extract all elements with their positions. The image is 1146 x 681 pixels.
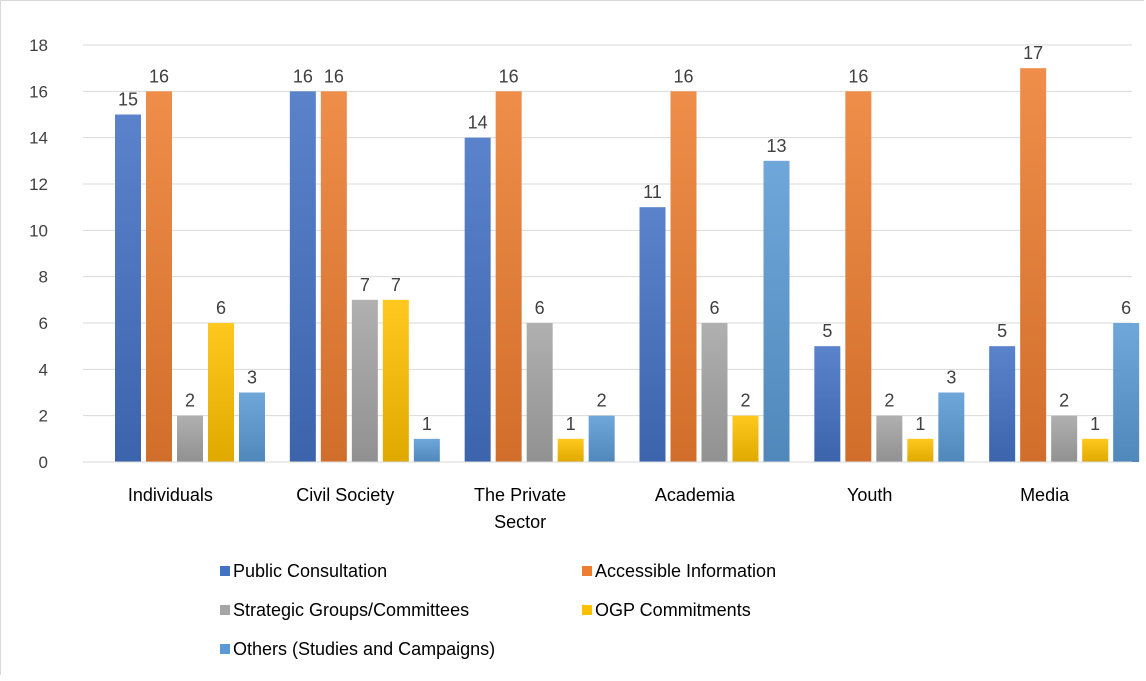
y-tick-label: 18 [29, 36, 48, 55]
bar-accessible-information-media [1020, 68, 1047, 463]
data-label: 1 [915, 414, 925, 434]
bar-public-consultation-youth [814, 346, 841, 462]
legend-label: Public Consultation [233, 561, 387, 581]
data-label: 1 [566, 414, 576, 434]
data-label: 14 [468, 113, 488, 133]
data-label: 16 [848, 66, 868, 86]
bar-ogp-commitments-individuals [208, 323, 234, 462]
data-label: 1 [422, 414, 432, 434]
bar-ogp-commitments-youth [907, 438, 934, 462]
data-label: 2 [185, 391, 195, 411]
x-tick-label: Youth [847, 485, 892, 505]
data-label: 7 [360, 275, 370, 295]
bar-accessible-information-individuals [146, 91, 172, 462]
bar-others-studies-and-campaigns-academia [763, 160, 790, 463]
data-label: 2 [1059, 391, 1069, 411]
legend: Public Consultation Accessible Informatio… [220, 561, 776, 659]
legend-label: OGP Commitments [595, 600, 751, 620]
y-tick-label: 12 [29, 175, 48, 194]
bar-strategic-groups-committees-academia [701, 323, 728, 462]
data-label: 15 [118, 90, 138, 110]
y-tick-label: 16 [29, 82, 48, 101]
bar-accessible-information-youth [845, 91, 872, 462]
bar-others-studies-and-campaigns-the-private-sector [588, 415, 615, 462]
data-label: 11 [643, 182, 662, 202]
y-tick-label: 4 [39, 360, 48, 379]
data-label: 6 [709, 298, 719, 318]
bar-accessible-information-the-private-sector [495, 91, 522, 462]
data-label: 6 [1121, 298, 1131, 318]
y-tick-label: 10 [29, 221, 48, 240]
bar-others-studies-and-campaigns-youth [938, 392, 965, 462]
x-tick-label: The Private [474, 485, 566, 505]
gridlines [83, 44, 1132, 417]
data-label: 13 [766, 136, 786, 156]
legend-label: Accessible Information [595, 561, 776, 581]
data-label: 2 [884, 391, 894, 411]
data-label: 6 [535, 298, 545, 318]
bar-public-consultation-individuals [115, 114, 141, 462]
x-tick-label: Sector [494, 512, 546, 532]
y-tick-label: 6 [39, 314, 48, 333]
data-label: 17 [1023, 43, 1043, 63]
y-tick-label: 8 [39, 268, 48, 287]
legend-label: Others (Studies and Campaigns) [233, 639, 495, 659]
data-label: 16 [149, 66, 169, 86]
data-label: 3 [247, 368, 257, 388]
legend-swatch-public-consultation [220, 566, 230, 576]
bar-public-consultation-the-private-sector [464, 137, 491, 462]
legend-swatch-strategic-groups-committees [220, 605, 230, 615]
data-label: 5 [822, 321, 832, 341]
x-tick-label: Civil Society [296, 485, 394, 505]
bar-others-studies-and-campaigns-individuals [239, 392, 265, 462]
data-label: 2 [740, 391, 750, 411]
bar-strategic-groups-committees-youth [876, 415, 903, 462]
x-tick-label: Individuals [128, 485, 213, 505]
bar-accessible-information-academia [670, 91, 697, 462]
bar-others-studies-and-campaigns-media [1113, 323, 1140, 462]
data-label: 16 [499, 66, 519, 86]
bars [115, 68, 1140, 463]
data-label: 5 [997, 321, 1007, 341]
legend-swatch-ogp-commitments [582, 605, 592, 615]
bar-strategic-groups-committees-media [1051, 415, 1078, 462]
y-tick-label: 0 [39, 453, 48, 472]
bar-ogp-commitments-civil-society [382, 299, 409, 462]
data-label: 16 [293, 66, 313, 86]
data-label: 1 [1090, 414, 1100, 434]
bar-ogp-commitments-the-private-sector [557, 438, 584, 462]
bar-ogp-commitments-academia [732, 415, 759, 462]
bar-public-consultation-media [989, 346, 1016, 462]
legend-swatch-accessible-information [582, 566, 592, 576]
data-label: 6 [216, 298, 226, 318]
data-label: 3 [946, 368, 956, 388]
bar-ogp-commitments-media [1082, 438, 1109, 462]
bar-strategic-groups-committees-individuals [177, 415, 203, 462]
bar-public-consultation-civil-society [289, 91, 316, 462]
x-tick-label: Academia [655, 485, 736, 505]
bar-strategic-groups-committees-civil-society [351, 299, 378, 462]
data-label: 16 [673, 66, 693, 86]
data-label: 16 [324, 66, 344, 86]
bar-strategic-groups-committees-the-private-sector [526, 323, 553, 462]
y-tick-label: 14 [29, 129, 48, 148]
bar-others-studies-and-campaigns-civil-society [413, 438, 440, 462]
data-label: 2 [597, 391, 607, 411]
legend-label: Strategic Groups/Committees [233, 600, 469, 620]
bar-public-consultation-academia [639, 207, 666, 462]
y-tick-label: 2 [39, 407, 48, 426]
bar-accessible-information-civil-society [320, 91, 347, 462]
data-label: 7 [391, 275, 401, 295]
x-tick-label: Media [1020, 485, 1070, 505]
legend-swatch-others-studies-and-campaigns [220, 644, 230, 654]
